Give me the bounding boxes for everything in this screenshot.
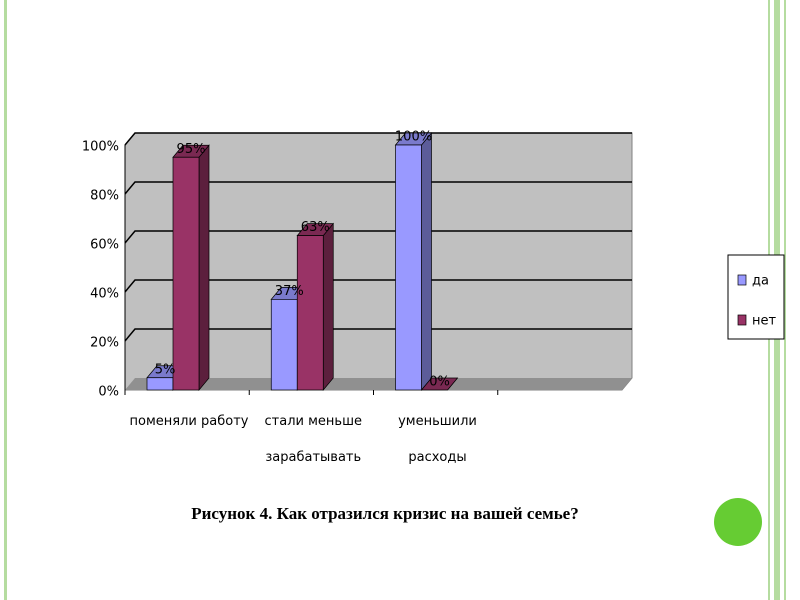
y-tick-label: 80% bbox=[90, 189, 119, 204]
bar bbox=[146, 377, 174, 391]
value-label: 100% bbox=[395, 130, 432, 145]
y-tick-label: 20% bbox=[90, 336, 119, 351]
caption: Рисунок 4. Как отразился кризис на вашей… bbox=[191, 504, 579, 523]
legend-swatch bbox=[737, 314, 747, 326]
bar-side bbox=[198, 144, 210, 391]
slide-border bbox=[784, 0, 786, 600]
value-label: 63% bbox=[301, 220, 330, 235]
value-label: 5% bbox=[155, 362, 176, 377]
legend-swatch bbox=[737, 274, 747, 286]
grid-line bbox=[124, 132, 632, 146]
x-tick-label: уменьшили расходы bbox=[398, 414, 477, 465]
value-label: 0% bbox=[429, 375, 450, 390]
value-label: 37% bbox=[275, 284, 304, 299]
bar-top bbox=[420, 377, 459, 391]
grid-line bbox=[124, 328, 632, 342]
plot-floor bbox=[125, 378, 632, 390]
y-tick-label: 60% bbox=[90, 238, 119, 253]
bar bbox=[395, 144, 422, 391]
legend bbox=[727, 254, 785, 340]
y-tick-label: 100% bbox=[82, 140, 119, 155]
bar bbox=[270, 299, 298, 391]
legend-label: нет bbox=[752, 314, 776, 329]
value-label: 95% bbox=[177, 142, 206, 157]
x-tick-label: поменяли работу bbox=[129, 414, 249, 429]
x-tick-label: стали меньше зарабатывать bbox=[264, 414, 362, 465]
bar bbox=[172, 156, 200, 391]
grid-line bbox=[124, 230, 632, 244]
bar-side bbox=[421, 132, 432, 391]
bar-side bbox=[322, 222, 334, 391]
slide-border bbox=[4, 0, 7, 600]
grid-line bbox=[124, 181, 632, 195]
bar bbox=[296, 235, 324, 391]
y-tick-label: 0% bbox=[98, 385, 119, 400]
grid-line bbox=[124, 279, 632, 293]
y-tick-label: 40% bbox=[90, 287, 119, 302]
legend-label: да bbox=[752, 274, 769, 289]
slide-dot bbox=[714, 498, 762, 546]
